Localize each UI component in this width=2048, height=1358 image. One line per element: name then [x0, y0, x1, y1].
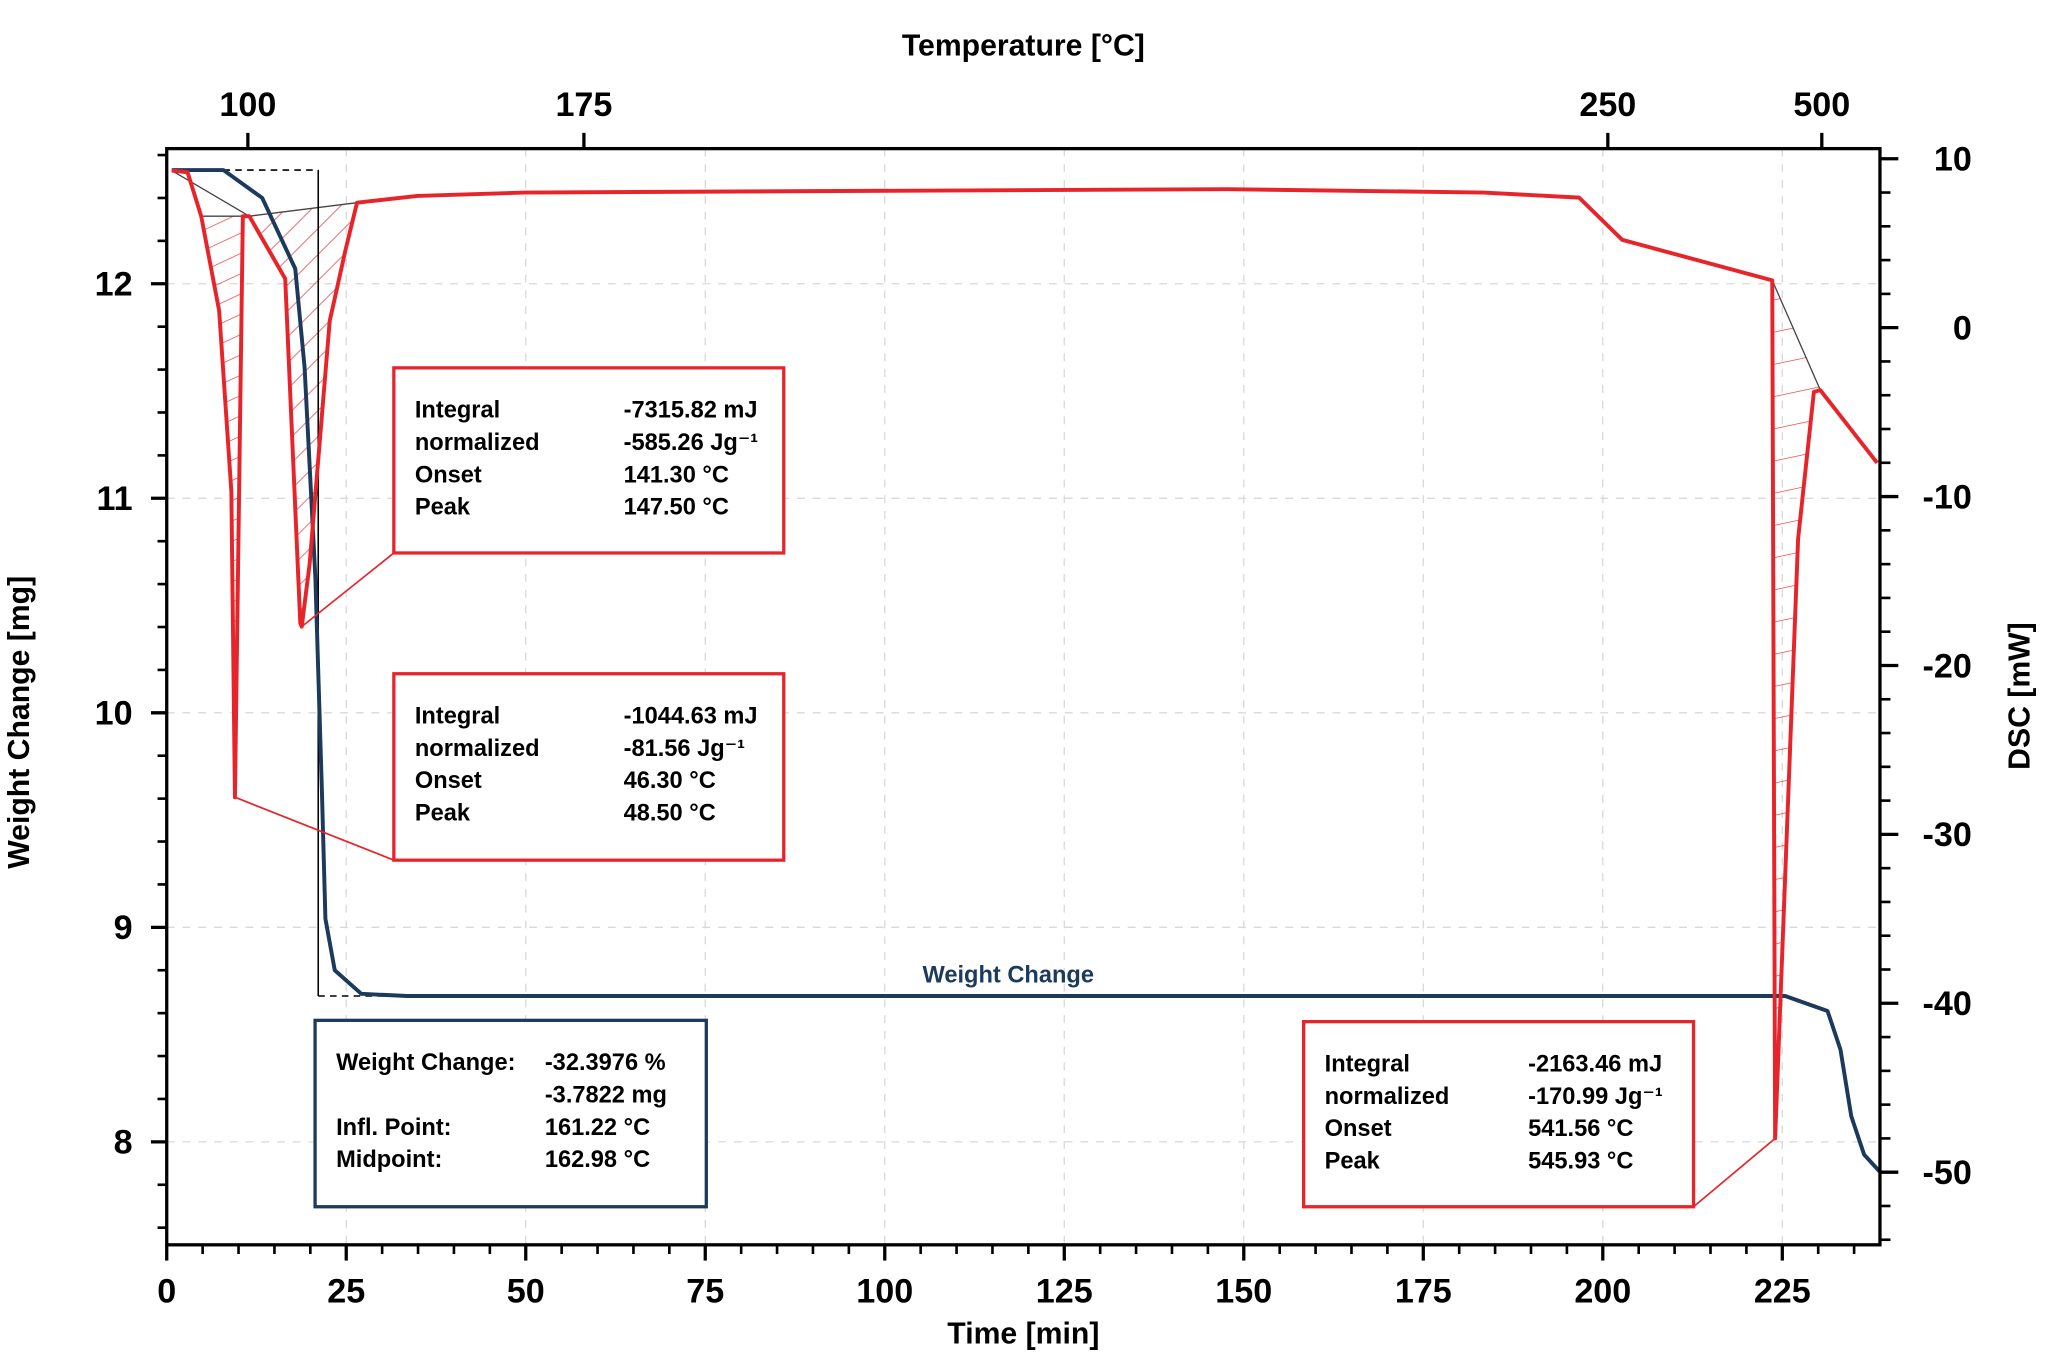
annotation-label: Onset	[1325, 1116, 1392, 1142]
annotation-label: Integral	[415, 704, 500, 730]
y-right-axis-title: DSC [mW]	[2004, 622, 2037, 770]
peak-hatch-area	[249, 202, 358, 627]
dsc-peak-annotation: Integral -2163.46 mJ normalized -170.99 Jg⁻…	[1301, 1020, 1776, 1209]
annotation-label: Integral	[1325, 1052, 1410, 1078]
y-left-axis-title: Weight Change [mg]	[3, 576, 36, 869]
weight-change-line	[171, 168, 1882, 1174]
plot-frame	[165, 146, 1882, 1247]
x-tick-label: 0	[157, 1273, 176, 1311]
plot-marks: Weight Change	[171, 168, 1882, 1174]
x-tick-label: 75	[686, 1273, 724, 1311]
x-tick-label: 225	[1754, 1273, 1811, 1311]
annotation-value: -170.99 Jg⁻¹	[1528, 1084, 1663, 1110]
annotation-label: Peak	[1325, 1148, 1381, 1174]
top-axis-title: Temperature [°C]	[902, 29, 1145, 62]
x-axis-title: Time [min]	[947, 1317, 1099, 1350]
peak-hatch-area	[1772, 280, 1821, 1139]
y-right-tick-label: -30	[1923, 816, 1972, 854]
annotation-label: Weight Change:	[336, 1050, 515, 1076]
annotations: Integral -7315.82 mJ normalized -585.26 Jg⁻…	[234, 366, 1776, 1209]
annotation-box	[392, 366, 786, 555]
annotation-label: Integral	[415, 398, 500, 424]
annotation-connector	[301, 552, 395, 628]
x-tick-label: 100	[856, 1273, 913, 1311]
top-tick-label: 500	[1793, 86, 1850, 124]
y-left-tick-label: 12	[95, 266, 133, 304]
annotation-value: -32.3976 %	[545, 1050, 666, 1076]
annotation-value: -1044.63 mJ	[624, 704, 758, 730]
annotation-value: 141.30 °C	[624, 462, 729, 488]
annotation-label: Peak	[415, 801, 471, 827]
annotation-label: Onset	[415, 768, 482, 794]
annotation-value: -3.7822 mg	[545, 1083, 667, 1109]
weight-change-annotation: Weight Change: -32.3976 % -3.7822 mg Infl. …	[313, 1018, 708, 1209]
axes: 0 25 50 75 100 125 150 175 200 22589101112100-10-…	[3, 29, 2037, 1350]
dsc-peak-annotation: Integral -7315.82 mJ normalized -585.26 Jg⁻…	[301, 366, 786, 628]
y-left-tick-label: 8	[114, 1124, 133, 1162]
top-tick-label: 100	[219, 86, 276, 124]
annotation-value: 545.93 °C	[1528, 1148, 1633, 1174]
annotation-label: Infl. Point:	[336, 1115, 451, 1141]
annotation-box	[313, 1018, 708, 1209]
peak-baseline	[171, 170, 250, 217]
top-tick-label: 250	[1579, 86, 1636, 124]
x-tick-label: 150	[1215, 1273, 1272, 1311]
weight-change-series-label: Weight Change	[922, 962, 1094, 988]
annotation-value: 48.50 °C	[624, 801, 716, 827]
annotation-value: -7315.82 mJ	[624, 398, 758, 424]
y-right-tick-label: -50	[1923, 1154, 1972, 1192]
peak-baseline	[1771, 280, 1821, 391]
annotation-value: 46.30 °C	[624, 768, 716, 794]
y-left-tick-label: 11	[97, 480, 133, 518]
peak-hatch-area	[201, 216, 250, 798]
annotation-value: -81.56 Jg⁻¹	[624, 736, 746, 762]
annotation-label: Midpoint:	[336, 1147, 442, 1173]
dsc-line	[171, 168, 1879, 1141]
y-right-tick-label: 0	[1953, 309, 1972, 347]
annotation-label: Onset	[415, 462, 482, 488]
y-left-tick-label: 9	[114, 909, 133, 947]
y-right-tick-label: 10	[1934, 141, 1972, 179]
annotation-connector	[234, 796, 395, 861]
annotation-box	[1301, 1020, 1696, 1209]
peak-baseline	[249, 202, 358, 217]
x-tick-label: 125	[1036, 1273, 1093, 1311]
y-right-tick-label: -20	[1923, 647, 1972, 685]
annotation-label: Peak	[415, 495, 471, 521]
annotation-label: normalized	[1325, 1084, 1450, 1110]
x-tick-label: 200	[1574, 1273, 1631, 1311]
annotation-box	[392, 672, 786, 862]
x-tick-label: 175	[1395, 1273, 1452, 1311]
annotation-value: -2163.46 mJ	[1528, 1052, 1662, 1078]
y-right-tick-label: -40	[1923, 985, 1972, 1023]
y-right-tick-label: -10	[1923, 478, 1972, 516]
top-tick-label: 175	[555, 86, 612, 124]
dsc-peak-annotation: Integral -1044.63 mJ normalized -81.56 Jg⁻¹…	[234, 672, 786, 862]
annotation-value: 161.22 °C	[545, 1115, 650, 1141]
annotation-value: 162.98 °C	[545, 1147, 650, 1173]
annotation-value: -585.26 Jg⁻¹	[624, 430, 759, 456]
x-tick-label: 25	[327, 1273, 365, 1311]
annotation-value: 541.56 °C	[1528, 1116, 1633, 1142]
y-left-tick-label: 10	[95, 695, 133, 733]
annotation-label: normalized	[415, 736, 540, 762]
annotation-label: normalized	[415, 430, 540, 456]
x-tick-label: 50	[507, 1273, 545, 1311]
annotation-value: 147.50 °C	[624, 495, 729, 521]
annotation-connector	[1692, 1137, 1776, 1208]
